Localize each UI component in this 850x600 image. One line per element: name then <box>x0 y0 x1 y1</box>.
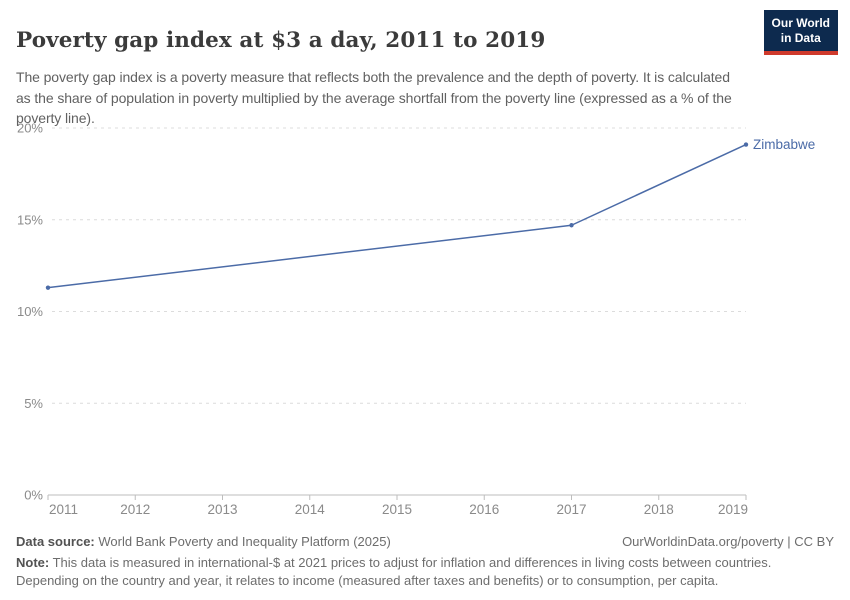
chart-footer: Data source: World Bank Poverty and Ineq… <box>16 533 834 590</box>
data-source-value: World Bank Poverty and Inequality Platfo… <box>94 534 391 549</box>
y-tick-label-0: 0% <box>24 488 43 503</box>
x-tick-label-2012: 2012 <box>120 502 150 517</box>
y-tick-label-20: 20% <box>17 121 43 136</box>
note-label: Note: <box>16 555 50 570</box>
x-tick-label-2014: 2014 <box>295 502 326 517</box>
owid-logo-line1: Our World <box>771 16 830 30</box>
x-tick-label-2017: 2017 <box>556 502 586 517</box>
y-tick-label-15: 15% <box>17 212 43 227</box>
chart-title: Poverty gap index at $3 a day, 2011 to 2… <box>16 28 546 54</box>
x-tick-label-2016: 2016 <box>469 502 499 517</box>
series-line-zimbabwe[interactable] <box>47 143 747 289</box>
x-tick-label-2015: 2015 <box>382 502 412 517</box>
x-tick-label-2011: 2011 <box>49 502 78 517</box>
x-tick-label-2019: 2019 <box>718 502 748 517</box>
chart-subtitle: The poverty gap index is a poverty measu… <box>16 69 732 126</box>
x-tick-label-2013: 2013 <box>207 502 237 517</box>
data-point-zimbabwe-2017[interactable] <box>569 223 574 228</box>
note-value: This data is measured in international-$… <box>16 555 772 588</box>
owid-logo-line2: in Data <box>780 31 821 45</box>
data-point-zimbabwe-2019[interactable] <box>743 142 749 147</box>
y-tick-label-5: 5% <box>24 396 43 411</box>
series-end-label-zimbabwe[interactable]: Zimbabwe <box>753 137 815 152</box>
note-line: Note: This data is measured in internati… <box>16 554 834 590</box>
attribution-link[interactable]: OurWorldinData.org/poverty | CC BY <box>622 534 834 549</box>
data-source-line: Data source: World Bank Poverty and Ineq… <box>16 533 391 551</box>
y-tick-label-10: 10% <box>17 304 43 319</box>
x-tick-label-2018: 2018 <box>644 502 674 517</box>
owid-logo[interactable]: Our World in Data <box>763 10 838 55</box>
data-point-zimbabwe-2011[interactable] <box>45 285 51 290</box>
data-source-label: Data source: <box>16 534 95 549</box>
